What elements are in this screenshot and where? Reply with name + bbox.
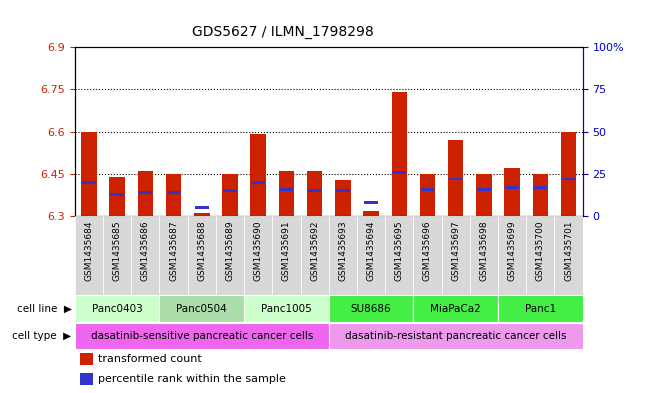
Bar <box>80 353 92 365</box>
Bar <box>555 216 583 295</box>
Text: percentile rank within the sample: percentile rank within the sample <box>98 374 286 384</box>
Bar <box>526 216 555 295</box>
Bar <box>357 216 385 295</box>
Text: dasatinib-resistant pancreatic cancer cells: dasatinib-resistant pancreatic cancer ce… <box>345 331 566 341</box>
Bar <box>562 178 575 180</box>
Bar <box>393 171 406 174</box>
Text: GSM1435688: GSM1435688 <box>197 220 206 281</box>
Bar <box>329 295 413 322</box>
Bar <box>110 193 124 196</box>
Bar <box>335 180 351 216</box>
Bar <box>363 211 379 216</box>
Text: dasatinib-sensitive pancreatic cancer cells: dasatinib-sensitive pancreatic cancer ce… <box>90 331 313 341</box>
Bar <box>82 181 96 184</box>
Bar <box>279 188 294 191</box>
Bar <box>216 216 244 295</box>
Text: transformed count: transformed count <box>98 354 201 364</box>
Bar <box>75 216 103 295</box>
Text: GSM1435690: GSM1435690 <box>254 220 263 281</box>
Bar <box>272 216 301 295</box>
Bar <box>195 206 209 209</box>
Text: Panc1: Panc1 <box>525 303 556 314</box>
Bar <box>308 189 322 192</box>
Bar <box>81 132 97 216</box>
Bar <box>413 295 498 322</box>
Bar <box>420 174 436 216</box>
Text: GSM1435685: GSM1435685 <box>113 220 122 281</box>
Text: GSM1435700: GSM1435700 <box>536 220 545 281</box>
Bar <box>251 181 265 184</box>
Bar <box>167 191 180 194</box>
Bar <box>222 174 238 216</box>
Bar <box>498 295 583 322</box>
Bar <box>194 213 210 216</box>
Bar <box>329 216 357 295</box>
Bar <box>301 216 329 295</box>
Bar <box>244 216 272 295</box>
Text: GSM1435694: GSM1435694 <box>367 220 376 281</box>
Bar <box>80 373 92 385</box>
Text: SU8686: SU8686 <box>351 303 391 314</box>
Text: GSM1435697: GSM1435697 <box>451 220 460 281</box>
Bar <box>533 186 547 189</box>
Text: GSM1435692: GSM1435692 <box>310 220 319 281</box>
Bar <box>413 216 441 295</box>
Bar <box>75 323 329 349</box>
Text: GSM1435691: GSM1435691 <box>282 220 291 281</box>
Bar <box>477 188 491 191</box>
Bar <box>476 174 492 216</box>
Bar <box>307 171 322 216</box>
Text: GSM1435696: GSM1435696 <box>423 220 432 281</box>
Bar <box>132 216 159 295</box>
Bar <box>336 189 350 192</box>
Bar <box>391 92 407 216</box>
Bar <box>159 295 244 322</box>
Bar <box>364 201 378 204</box>
Bar <box>385 216 413 295</box>
Text: GSM1435699: GSM1435699 <box>508 220 517 281</box>
Bar <box>441 216 470 295</box>
Bar <box>421 188 434 191</box>
Bar <box>505 168 520 216</box>
Bar <box>561 132 576 216</box>
Bar <box>103 216 132 295</box>
Bar <box>251 134 266 216</box>
Bar <box>449 178 463 180</box>
Text: GSM1435684: GSM1435684 <box>85 220 94 281</box>
Text: Panc1005: Panc1005 <box>261 303 312 314</box>
Bar <box>109 177 125 216</box>
Bar <box>470 216 498 295</box>
Bar <box>498 216 526 295</box>
Bar <box>505 186 519 189</box>
Text: GSM1435689: GSM1435689 <box>225 220 234 281</box>
Bar <box>279 171 294 216</box>
Text: GSM1435698: GSM1435698 <box>479 220 488 281</box>
Bar <box>139 191 152 194</box>
Text: GSM1435687: GSM1435687 <box>169 220 178 281</box>
Text: GSM1435693: GSM1435693 <box>339 220 348 281</box>
Text: GSM1435701: GSM1435701 <box>564 220 573 281</box>
Text: GDS5627 / ILMN_1798298: GDS5627 / ILMN_1798298 <box>192 25 374 39</box>
Text: Panc0403: Panc0403 <box>92 303 143 314</box>
Bar <box>329 323 583 349</box>
Bar <box>244 295 329 322</box>
Bar <box>223 189 237 192</box>
Bar <box>159 216 187 295</box>
Bar <box>187 216 216 295</box>
Text: GSM1435695: GSM1435695 <box>395 220 404 281</box>
Bar <box>137 171 153 216</box>
Text: Panc0504: Panc0504 <box>176 303 227 314</box>
Bar <box>166 174 182 216</box>
Text: cell line  ▶: cell line ▶ <box>17 303 72 314</box>
Text: cell type  ▶: cell type ▶ <box>12 331 72 341</box>
Bar <box>533 174 548 216</box>
Bar <box>75 295 159 322</box>
Text: MiaPaCa2: MiaPaCa2 <box>430 303 481 314</box>
Text: GSM1435686: GSM1435686 <box>141 220 150 281</box>
Bar <box>448 140 464 216</box>
